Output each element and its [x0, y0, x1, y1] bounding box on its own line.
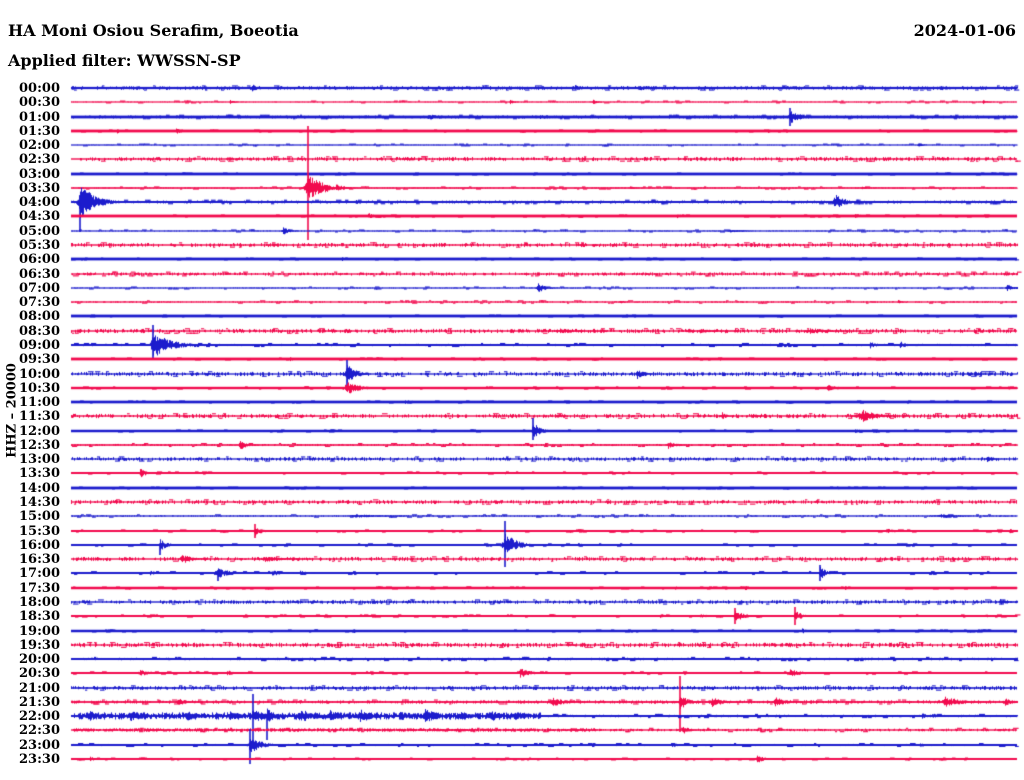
time-label: 09:30 [19, 352, 60, 367]
time-label: 11:00 [19, 395, 60, 410]
time-label: 00:30 [19, 95, 60, 110]
time-label: 07:30 [19, 295, 60, 310]
time-label: 17:00 [19, 566, 60, 581]
time-label: 02:00 [19, 138, 60, 153]
time-label: 01:00 [19, 110, 60, 125]
time-label: 12:00 [19, 424, 60, 439]
time-label: 09:00 [19, 338, 60, 353]
time-label: 05:30 [19, 238, 60, 253]
time-label: 03:00 [19, 167, 60, 182]
time-label: 21:00 [19, 681, 60, 696]
time-label: 08:00 [19, 309, 60, 324]
time-label: 21:30 [19, 695, 60, 710]
time-label: 16:30 [19, 552, 60, 567]
time-label: 23:00 [19, 738, 60, 753]
time-label: 11:30 [19, 409, 60, 424]
time-label: 18:30 [19, 609, 60, 624]
time-label: 03:30 [19, 181, 60, 196]
time-label: 12:30 [19, 438, 60, 453]
date-label: 2024-01-06 [913, 21, 1016, 40]
time-label: 22:00 [19, 709, 60, 724]
time-label: 02:30 [19, 152, 60, 167]
time-label: 07:00 [19, 281, 60, 296]
filter-label: Applied filter: WWSSN-SP [8, 51, 241, 70]
time-label: 15:30 [19, 524, 60, 539]
time-label: 06:30 [19, 267, 60, 282]
time-label: 19:00 [19, 624, 60, 639]
time-label: 05:00 [19, 224, 60, 239]
time-label: 16:00 [19, 538, 60, 553]
station-title: HA Moni Osiou Serafim, Boeotia [8, 21, 299, 40]
time-label: 01:30 [19, 124, 60, 139]
time-label: 14:30 [19, 495, 60, 510]
time-label: 23:30 [19, 752, 60, 767]
time-label: 15:00 [19, 509, 60, 524]
time-label: 10:00 [19, 367, 60, 382]
time-label: 19:30 [19, 638, 60, 653]
time-label: 20:00 [19, 652, 60, 667]
time-label: 13:00 [19, 452, 60, 467]
time-label: 04:30 [19, 209, 60, 224]
time-label: 10:30 [19, 381, 60, 396]
time-label: 22:30 [19, 723, 60, 738]
time-label: 18:00 [19, 595, 60, 610]
time-label: 08:30 [19, 324, 60, 339]
time-label: 00:00 [19, 81, 60, 96]
time-label: 04:00 [19, 195, 60, 210]
time-label: 13:30 [19, 466, 60, 481]
time-label: 14:00 [19, 481, 60, 496]
time-label: 06:00 [19, 252, 60, 267]
time-label: 17:30 [19, 581, 60, 596]
time-label: 20:30 [19, 666, 60, 681]
